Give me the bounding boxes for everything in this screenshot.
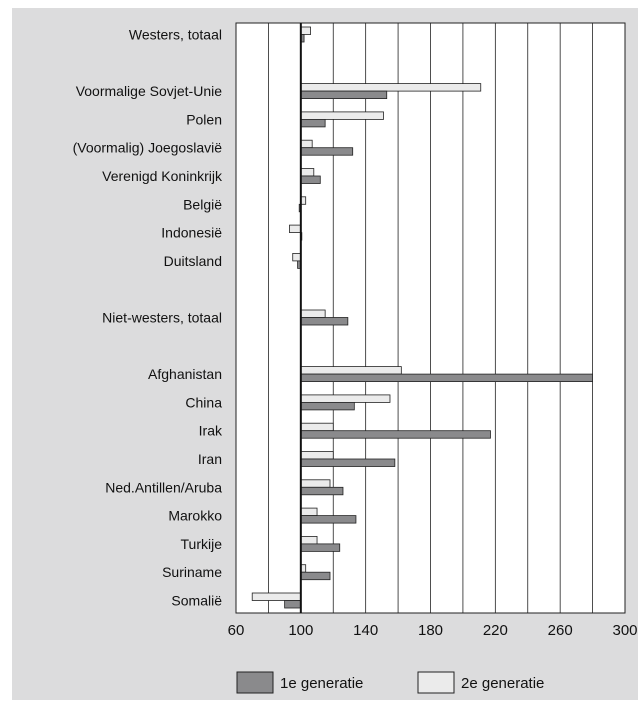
bar-2e-generatie bbox=[300, 366, 402, 375]
legend: 1e generatie 2e generatie bbox=[236, 671, 544, 694]
legend-label: 1e generatie bbox=[280, 675, 363, 692]
legend-swatch bbox=[236, 671, 274, 694]
category-label: Suriname bbox=[162, 564, 222, 580]
bar-2e-generatie bbox=[300, 168, 315, 177]
bar-2e-generatie bbox=[300, 479, 331, 488]
bar-2e-generatie bbox=[289, 224, 302, 234]
bar-1e-generatie bbox=[300, 175, 321, 184]
category-label: Verenigd Koninkrijk bbox=[102, 168, 223, 184]
x-tick-label: 60 bbox=[228, 622, 245, 639]
category-label: Irak bbox=[199, 423, 223, 439]
bar-2e-generatie bbox=[300, 139, 313, 149]
x-tick-label: 260 bbox=[548, 622, 573, 639]
x-tick-label: 100 bbox=[288, 622, 313, 639]
bar-1e-generatie bbox=[300, 458, 396, 467]
bars bbox=[251, 26, 593, 609]
category-label: Iran bbox=[198, 451, 222, 467]
bar-2e-generatie bbox=[300, 451, 334, 460]
category-label: Duitsland bbox=[164, 253, 222, 269]
bar-1e-generatie bbox=[300, 147, 354, 156]
legend-label: 2e generatie bbox=[461, 675, 544, 692]
bar-2e-generatie bbox=[292, 252, 302, 262]
bar-1e-generatie bbox=[300, 515, 357, 524]
bar-1e-generatie bbox=[300, 119, 326, 128]
category-label: China bbox=[185, 394, 222, 410]
x-tick-label: 300 bbox=[612, 622, 637, 639]
category-label: Indonesië bbox=[161, 225, 222, 241]
x-tick-label: 140 bbox=[353, 622, 378, 639]
bar-1e-generatie bbox=[300, 571, 331, 581]
bar-2e-generatie bbox=[251, 592, 302, 601]
bar-1e-generatie bbox=[284, 600, 302, 609]
bar-1e-generatie bbox=[300, 90, 388, 99]
x-tick-label: 220 bbox=[483, 622, 508, 639]
legend-swatch bbox=[417, 671, 455, 694]
bar-chart: Westers, totaal Voormalige Sovjet-Unie Pol… bbox=[73, 22, 638, 694]
category-label: (Voormalig) Joegoslavië bbox=[73, 140, 223, 156]
bar-2e-generatie bbox=[300, 536, 318, 545]
x-tick-label: 180 bbox=[418, 622, 443, 639]
category-label: Niet-westers, totaal bbox=[102, 310, 222, 326]
chart-frame: Westers, totaal Voormalige Sovjet-Unie Pol… bbox=[12, 8, 638, 700]
category-label: België bbox=[183, 196, 222, 212]
category-labels: Westers, totaal Voormalige Sovjet-Unie Pol… bbox=[73, 27, 223, 609]
category-label: Voormalige Sovjet-Unie bbox=[76, 83, 223, 99]
category-label: Ned.Antillen/Aruba bbox=[105, 479, 222, 495]
bar-2e-generatie bbox=[300, 83, 482, 92]
category-label: Somalië bbox=[171, 593, 222, 609]
category-label: Westers, totaal bbox=[129, 27, 222, 43]
category-label: Turkije bbox=[181, 536, 223, 552]
bar-1e-generatie bbox=[300, 401, 355, 411]
bar-2e-generatie bbox=[300, 26, 311, 35]
bar-2e-generatie bbox=[300, 394, 391, 403]
bar-1e-generatie bbox=[300, 543, 341, 552]
bar-2e-generatie bbox=[300, 507, 318, 517]
legend-item: 1e generatie bbox=[236, 671, 363, 694]
bar-2e-generatie bbox=[300, 111, 384, 120]
bar-1e-generatie bbox=[300, 317, 349, 326]
bar-1e-generatie bbox=[300, 430, 491, 439]
legend-item: 2e generatie bbox=[417, 671, 544, 694]
category-label: Afghanistan bbox=[148, 366, 222, 382]
bar-2e-generatie bbox=[300, 422, 334, 432]
bar-1e-generatie bbox=[300, 486, 344, 496]
x-tick-labels: 60 100 140 180 220 260 300 bbox=[228, 622, 638, 639]
bar-2e-generatie bbox=[300, 309, 326, 318]
category-label: Marokko bbox=[168, 508, 222, 524]
bar-1e-generatie bbox=[300, 373, 593, 383]
category-label: Polen bbox=[186, 111, 222, 127]
gridlines bbox=[268, 23, 593, 613]
